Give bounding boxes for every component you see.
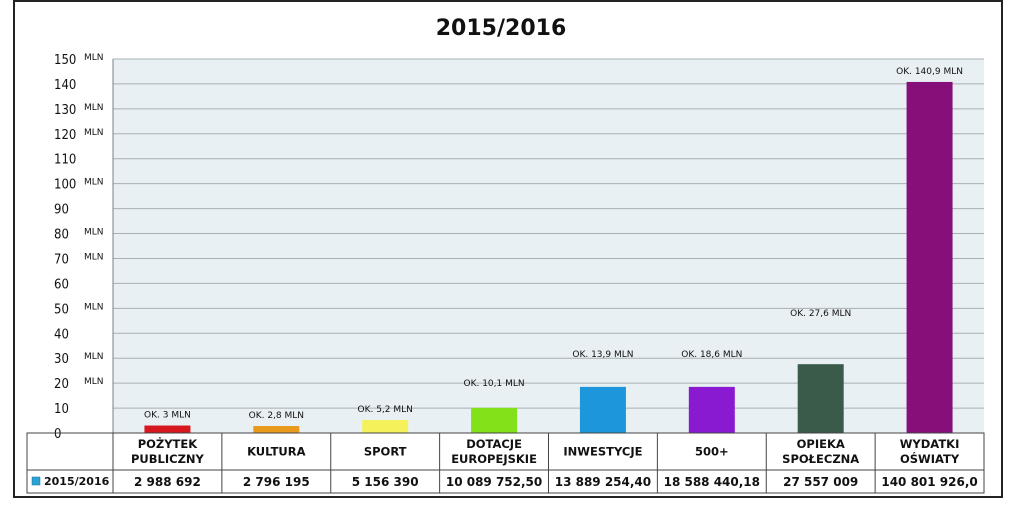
y-unit-label: MLN: [84, 302, 104, 312]
chart-title: 2015/2016: [436, 16, 567, 41]
y-tick-label: 140: [54, 78, 76, 93]
bar: [906, 81, 953, 434]
bar: [579, 386, 626, 433]
category-label: OŚWIATY: [900, 451, 960, 466]
data-label: OK. 13,9 MLN: [572, 350, 633, 360]
bar: [797, 364, 844, 433]
table-value: 140 801 926,0: [881, 475, 977, 489]
bar: [144, 425, 191, 433]
y-unit-label: MLN: [84, 53, 104, 63]
legend-series-name: 2015/2016: [44, 475, 110, 488]
table-value: 10 089 752,50: [446, 475, 542, 489]
data-label: OK. 10,1 MLN: [464, 379, 525, 389]
category-label: SPORT: [364, 445, 407, 459]
table-value: 2 796 195: [243, 475, 310, 489]
plot-area: [113, 59, 984, 433]
y-tick-label: 150: [54, 53, 76, 68]
category-label: PUBLICZNY: [131, 452, 205, 466]
category-label: DOTACJE: [466, 437, 522, 451]
bar: [253, 426, 300, 433]
table-value: 13 889 254,40: [555, 475, 651, 489]
y-unit-label: MLN: [84, 178, 104, 188]
y-tick-label: 70: [54, 252, 69, 267]
table-value: 2 988 692: [134, 475, 201, 489]
y-unit-label: MLN: [84, 252, 104, 262]
y-unit-label: MLN: [84, 103, 104, 113]
y-tick-label: 30: [54, 352, 69, 367]
table-value: 5 156 390: [352, 475, 419, 489]
y-tick-label: 120: [54, 128, 76, 143]
data-label: OK. 2,8 MLN: [249, 411, 304, 421]
y-tick-label: 100: [54, 178, 76, 193]
bar: [471, 407, 518, 433]
y-tick-label: 90: [54, 203, 69, 218]
y-unit-label: MLN: [84, 228, 104, 238]
category-label: POŻYTEK: [138, 436, 199, 451]
category-label: OPIEKA: [797, 437, 845, 451]
data-label: OK. 140,9 MLN: [896, 67, 963, 77]
data-label: OK. 27,6 MLN: [790, 309, 851, 319]
category-label: EUROPEJSKIE: [451, 452, 537, 466]
y-unit-label: MLN: [84, 352, 104, 362]
bar: [688, 386, 735, 433]
y-tick-label: 130: [54, 103, 76, 118]
y-unit-label: MLN: [84, 128, 104, 138]
data-label: OK. 5,2 MLN: [357, 405, 412, 415]
y-tick-label: 80: [54, 228, 69, 243]
y-tick-label: 50: [54, 302, 69, 317]
legend-swatch: [31, 476, 41, 486]
data-label: OK. 3 MLN: [144, 411, 191, 421]
category-label: WYDATKI: [900, 437, 960, 451]
y-tick-label: 60: [54, 277, 69, 292]
y-unit-label: MLN: [84, 377, 104, 387]
table-value: 18 588 440,18: [664, 475, 760, 489]
table-value: 27 557 009: [783, 475, 858, 489]
bar: [362, 420, 409, 433]
y-tick-label: 20: [54, 377, 69, 392]
data-label: OK. 18,6 MLN: [681, 350, 742, 360]
y-tick-label: 40: [54, 327, 69, 342]
y-tick-label: 0: [54, 427, 61, 442]
category-label: 500+: [695, 445, 729, 459]
y-tick-label: 110: [54, 153, 76, 168]
category-label: SPOŁECZNA: [782, 452, 859, 466]
category-label: INWESTYCJE: [563, 445, 642, 459]
y-tick-label: 10: [54, 402, 69, 417]
category-label: KULTURA: [247, 445, 306, 459]
